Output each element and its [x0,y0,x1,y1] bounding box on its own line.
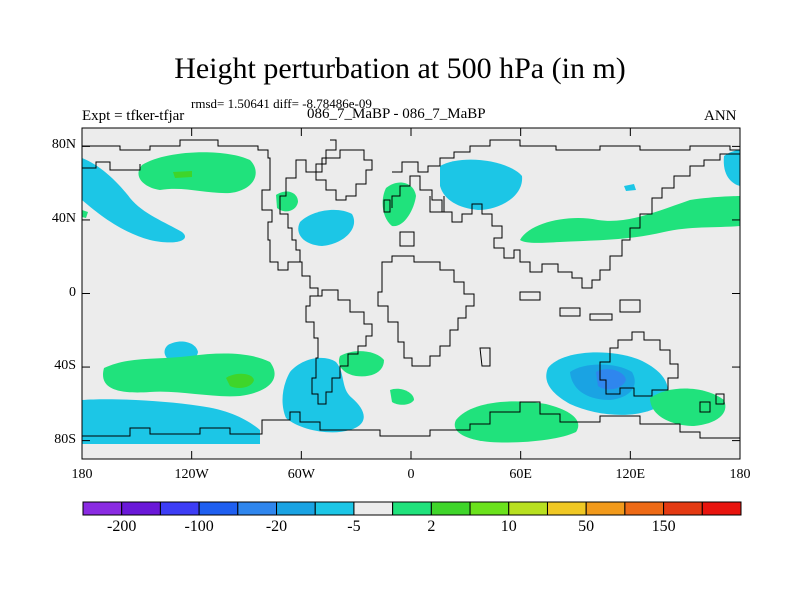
colorbar-swatch [624,501,665,516]
colorbar-label: -20 [265,518,288,535]
colorbar-swatch [121,501,161,516]
contour-positive [138,152,256,194]
coastline-europe [383,196,445,247]
colorbar [82,501,742,516]
contour-negative [282,357,364,433]
contour-positive [520,196,740,243]
x-tick-label: 60W [287,467,315,482]
contour-negative [82,399,260,444]
coastline-south-america [305,289,373,405]
coastline-greenland [315,149,373,201]
contour-positive [390,388,414,405]
colorbar-label: -5 [347,518,361,535]
colorbar-swatch [663,501,703,516]
coastline-alaska [82,161,141,171]
x-tick-label: 0 [407,467,415,482]
contour-negative [82,158,186,243]
coastline-indonesia [519,291,641,321]
contour-negative-stronger [596,369,626,390]
coastline-central-america [296,261,319,296]
y-tick-label: 80N [51,137,76,153]
colorbar-label: -100 [184,518,214,535]
season-label: ANN [704,108,737,124]
contour-positive [650,388,726,426]
y-tick-label: 0 [69,284,76,300]
colorbar-swatch [314,501,355,516]
coastlines [82,139,740,439]
contour-negative [723,150,740,186]
case-label: 086_7_MaBP - 086_7_MaBP [307,106,486,122]
coastline-new-zealand [699,393,725,413]
colorbar-swatch [585,501,626,516]
contour-positive-strong [226,373,254,388]
coastline-africa [377,255,475,367]
experiment-label: Expt = tfker-tfjar [82,108,185,124]
coastline-madagascar [479,347,491,367]
contour-positive [338,351,384,377]
colorbar-swatch [430,501,471,516]
colorbar-swatch [469,501,510,516]
contour-positive [454,401,579,443]
x-tick-label: 120W [174,467,209,482]
contour-negative [440,159,523,210]
colorbar-label: 50 [578,518,595,535]
contour-positive [382,182,416,227]
colorbar-swatch [237,501,278,516]
y-tick-label: 40N [51,210,76,226]
colorbar-swatch [198,501,239,516]
contour-negative [298,209,355,246]
contour-positive [82,210,88,218]
colorbar-label: 2 [427,518,436,535]
x-tick-label: 60E [509,467,532,482]
x-tick-label: 120E [615,467,646,482]
contour-positive-strong [173,171,192,178]
axis-ticks [81,128,741,459]
colorbar-label: 150 [651,518,676,535]
contour-negative [624,184,636,191]
coastline-north-america [82,139,337,271]
colorbar-swatch [701,501,742,516]
contour-fills [82,150,740,444]
colorbar-swatch [508,501,548,516]
colorbar-swatch [546,501,587,516]
colorbar-label: 10 [500,518,517,535]
x-tick-label: 180 [71,467,93,482]
colorbar-label: -200 [107,518,137,535]
y-tick-label: 80S [54,431,76,447]
colorbar-swatch [392,501,432,516]
coastline-australia [599,331,679,397]
stats-label: rmsd= 1.50641 diff= -8.78486e-09 [191,96,372,111]
y-tick-label: 40S [54,358,76,374]
coastline-eurasia [392,139,740,173]
colorbar-swatch [353,501,394,516]
colorbar-swatch [82,501,123,516]
colorbar-swatch [276,501,316,516]
coastline-antarctica [82,401,740,439]
chart-title: Height perturbation at 500 hPa (in m) [174,52,626,85]
x-tick-label: 180 [729,467,751,482]
colorbar-swatch [159,501,200,516]
